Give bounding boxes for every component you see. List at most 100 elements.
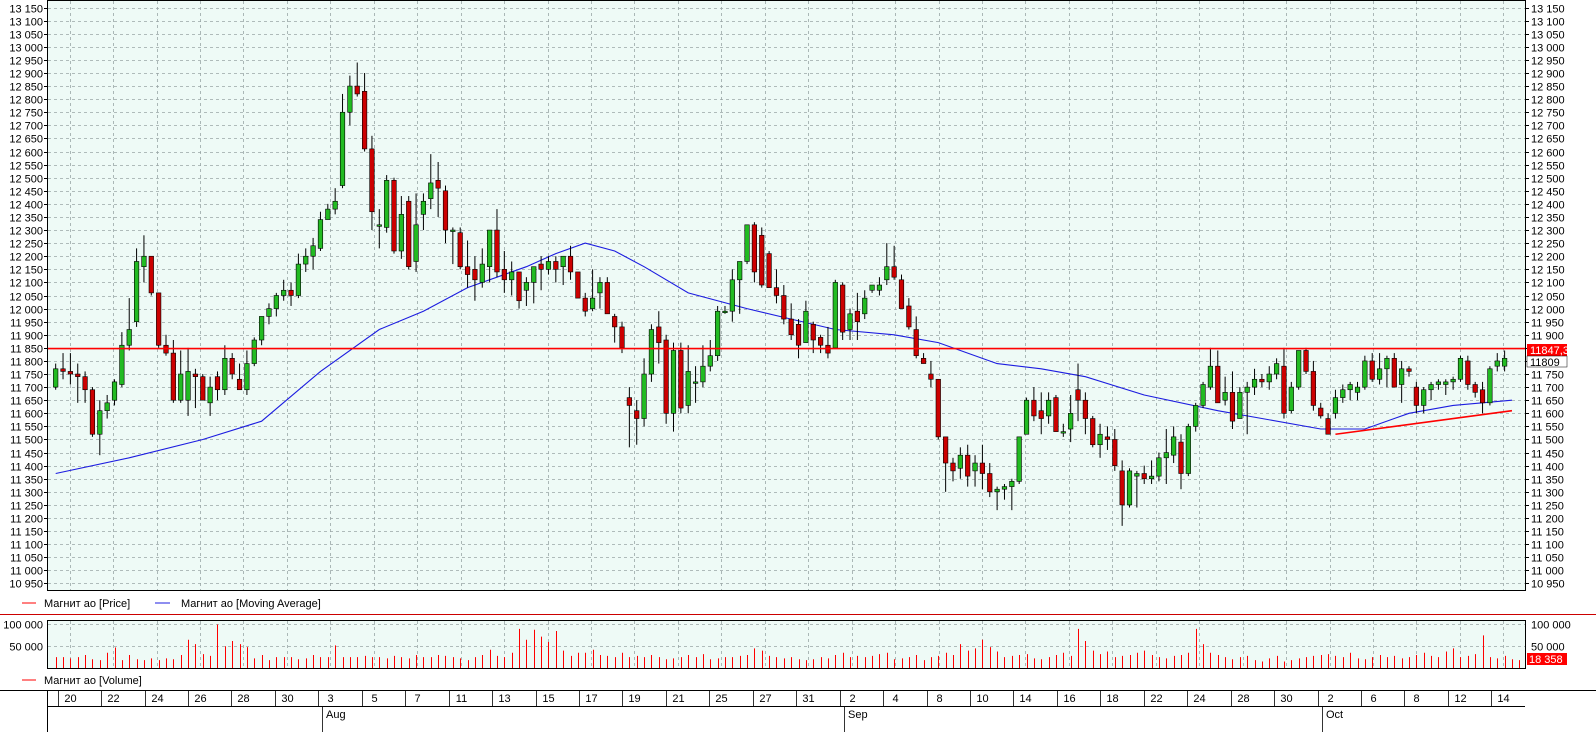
candle [1001, 483, 1008, 500]
y-tick-label-left: 11 700 [10, 383, 43, 395]
y-tick-label-left: 12 200 [9, 252, 43, 264]
candle-body [317, 219, 324, 249]
candle-body [1126, 470, 1133, 506]
candles-group [53, 62, 1508, 526]
y-tick-label-left: 13 100 [9, 17, 43, 29]
candle-body [214, 376, 221, 391]
candle-body [854, 310, 860, 322]
candle-body [663, 339, 669, 414]
y-tick-label-right: 11 900 [1531, 331, 1564, 343]
candle [1222, 376, 1228, 406]
candle-body [244, 363, 250, 391]
candle-body [538, 263, 544, 270]
candle [1200, 381, 1206, 409]
candle-body [810, 323, 816, 341]
candle [972, 455, 978, 487]
y-tick-label-right: 11 050 [1531, 553, 1564, 565]
candle [1303, 347, 1309, 375]
candle [670, 342, 677, 432]
candle [317, 211, 324, 251]
candle-body [832, 282, 838, 349]
candle-body [626, 397, 632, 406]
candle-body [1296, 350, 1302, 388]
y-tick-label-left: 12 000 [9, 305, 43, 317]
candle-body [1016, 436, 1022, 482]
candle-body [1163, 452, 1169, 459]
day-label: 3 [327, 693, 333, 705]
candle-body [450, 229, 456, 232]
candle-body [1244, 386, 1250, 393]
candle-body [670, 350, 677, 414]
y-tick-label-right: 11 100 [1531, 540, 1564, 552]
candle-body [1450, 378, 1456, 383]
day-label: 22 [1150, 693, 1162, 705]
candle-body [1399, 368, 1405, 385]
candle-body [759, 234, 765, 286]
y-tick-label-left: 11 450 [10, 449, 43, 461]
candle [266, 303, 272, 325]
candle-body [501, 269, 507, 281]
candle [1266, 366, 1272, 390]
candle [979, 444, 985, 490]
candle-body [200, 376, 206, 401]
candle [678, 342, 684, 414]
y-tick-label-right: 12 500 [1531, 174, 1565, 186]
candle [369, 135, 375, 231]
candle-body [1259, 378, 1265, 383]
y-tick-label-right: 12 700 [1531, 121, 1565, 133]
candle-body [737, 261, 743, 281]
candle-body [1421, 389, 1427, 406]
candle [1428, 381, 1434, 401]
y-tick-label-right: 12 800 [1531, 95, 1565, 107]
last-price-badge [1527, 344, 1567, 356]
day-label: 8 [936, 693, 942, 705]
month-label: Sep [848, 709, 868, 721]
candle [97, 400, 103, 456]
candle [876, 277, 883, 296]
candle [200, 374, 206, 401]
candle-body [700, 365, 706, 383]
y-tick-label-left: 12 650 [9, 134, 43, 146]
candle-body [1229, 392, 1236, 422]
month-labels: Aug Sep Oct [322, 706, 1343, 732]
candle-body [1325, 418, 1331, 435]
candle-body [744, 224, 750, 262]
candle [715, 305, 721, 361]
volume-y-tick-label-right: 50 000 [1531, 642, 1565, 654]
candle-body [192, 373, 199, 377]
candle [1457, 355, 1464, 382]
day-labels: 20 22 24 26 28 30 3 5 7 11 13 15 17 19 21 25 27 31 2 4 8 10 14… [58, 690, 1510, 706]
candle [391, 177, 397, 254]
candle-body [111, 381, 118, 401]
last-price-badge-text: 11847,3 [1530, 345, 1569, 357]
candle-body [464, 266, 471, 275]
day-label: 22 [107, 693, 119, 705]
candle-body [487, 229, 493, 268]
candle [60, 353, 66, 380]
y-tick-label-right: 12 050 [1531, 292, 1565, 304]
candle [722, 305, 728, 314]
candle [1046, 392, 1052, 424]
candle-body [1266, 373, 1272, 383]
day-label: 11 [456, 693, 467, 705]
candle [1325, 413, 1331, 435]
candle [413, 193, 419, 272]
candle [1318, 402, 1324, 419]
candle-body [119, 344, 125, 385]
candle [781, 285, 787, 325]
candle [310, 237, 316, 270]
candle-body [1391, 358, 1397, 388]
candle-body [1156, 457, 1162, 477]
day-label: 20 [64, 693, 76, 705]
price-legend: Магнит ао [Price] Магнит ао [Moving Aver… [22, 598, 321, 610]
candle-body [862, 297, 868, 315]
candle [1340, 384, 1346, 403]
day-label: 2 [1327, 693, 1333, 705]
y-tick-label-right: 12 300 [1531, 226, 1565, 238]
candle-body [82, 376, 88, 391]
candle [303, 248, 309, 272]
y-tick-label-right: 11 400 [1531, 462, 1564, 474]
candle-body [906, 305, 912, 328]
candle [141, 235, 147, 283]
